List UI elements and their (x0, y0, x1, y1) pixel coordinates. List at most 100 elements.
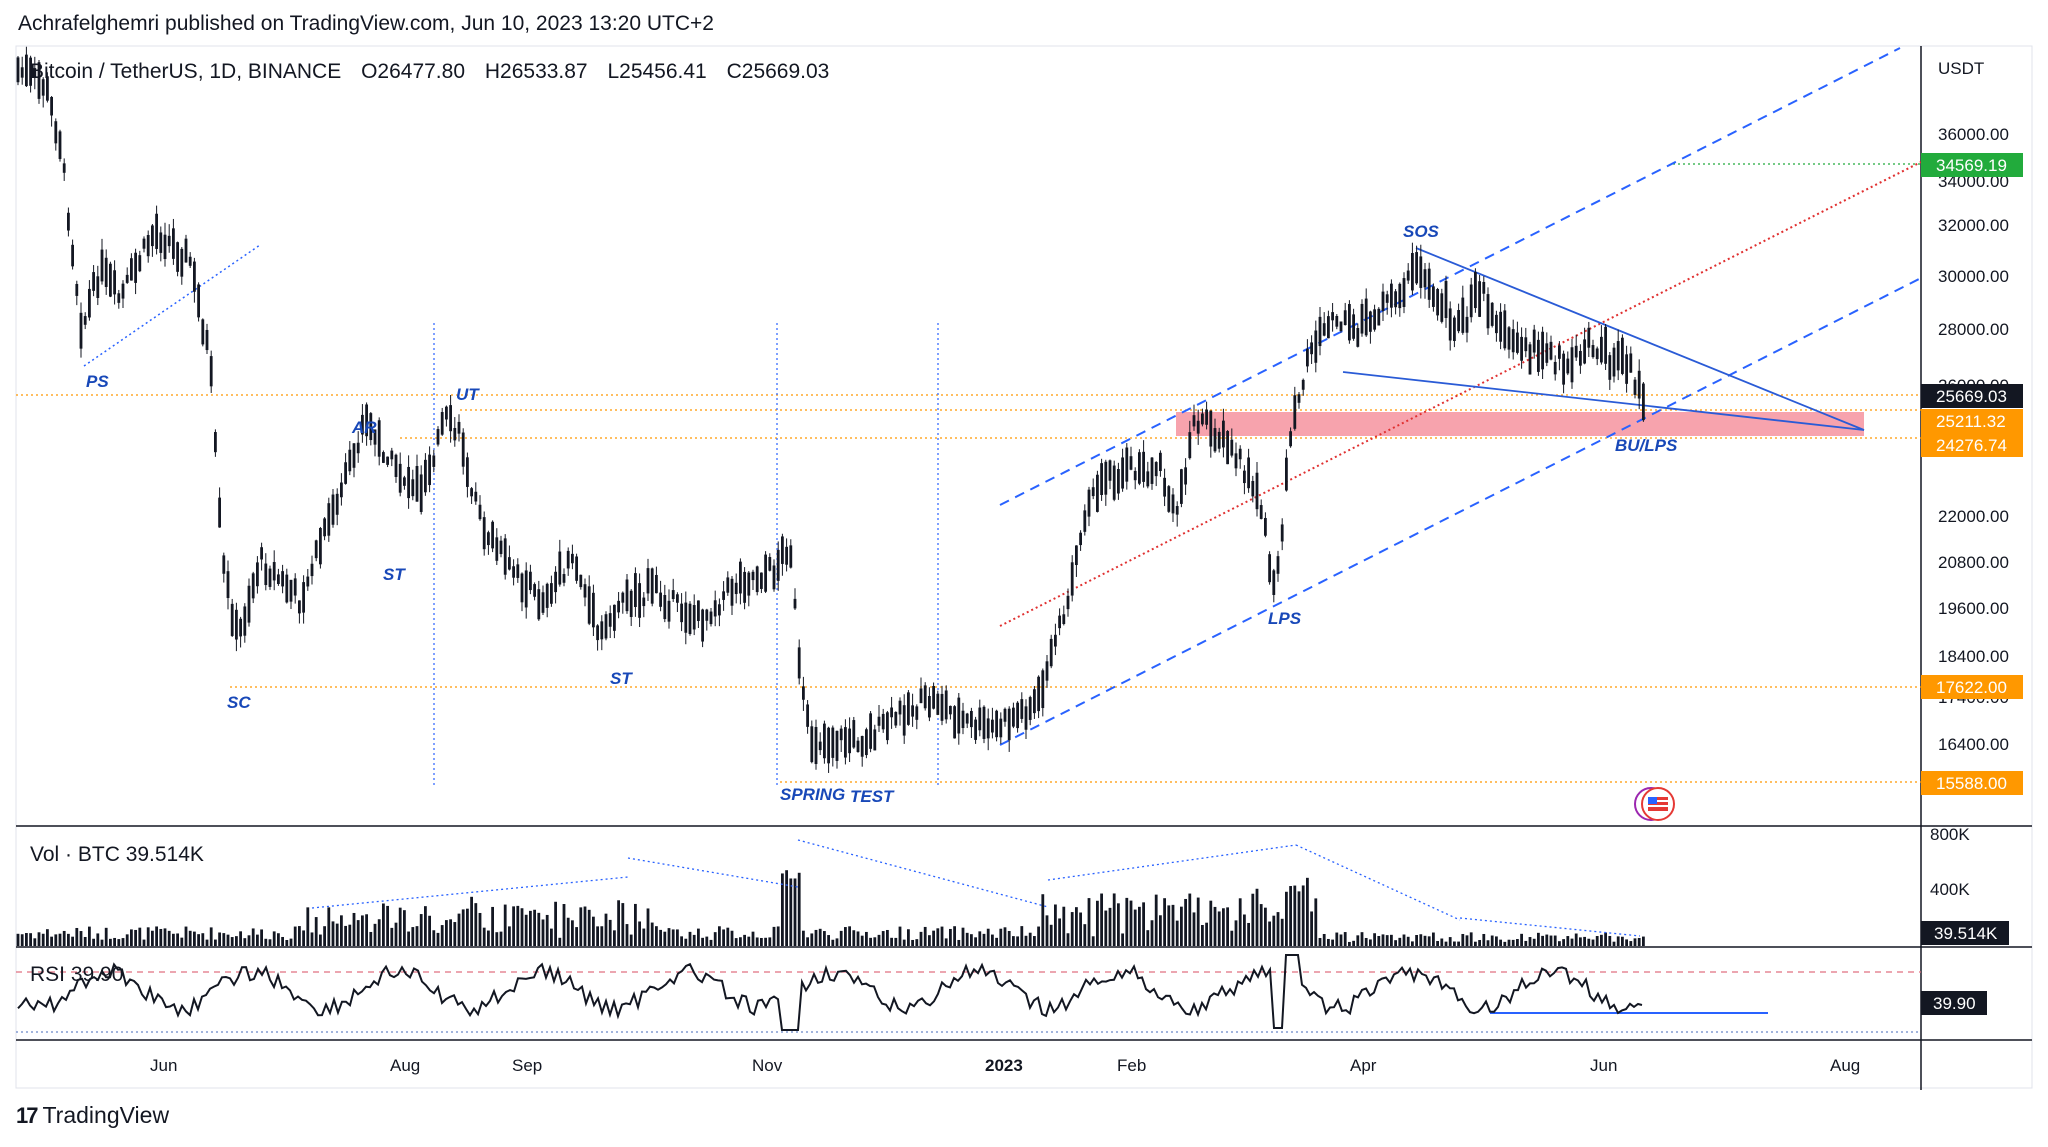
symbol-name[interactable]: Bitcoin / TetherUS, 1D, BINANCE (30, 60, 342, 83)
candle-body (608, 613, 612, 627)
candle-body (1453, 317, 1456, 341)
candle-body (503, 538, 507, 575)
candle-body (1331, 312, 1334, 321)
candle-body (67, 212, 70, 231)
candle-body (281, 571, 284, 587)
candle-body (676, 594, 679, 603)
label-test: TEST (850, 787, 895, 806)
price-axis-unit: USDT (1938, 59, 1984, 78)
candle-body (415, 465, 419, 502)
candle-body (289, 579, 293, 602)
volume-bar (970, 934, 973, 946)
candle-body (436, 429, 440, 445)
candle-body (327, 503, 331, 536)
volume-bar (1100, 893, 1103, 946)
volume-bar (957, 939, 961, 946)
price-tick: 18400.00 (1938, 647, 2009, 666)
volume-bar (285, 939, 289, 946)
volume-bar (1385, 935, 1389, 946)
candle-body (239, 618, 242, 637)
candle-body (125, 274, 129, 283)
candle-body (1478, 281, 1481, 317)
candle-body (121, 283, 125, 299)
candle-body (348, 449, 352, 472)
candle-body (974, 719, 977, 740)
candle-body (1020, 699, 1024, 719)
us-flag-icon[interactable] (1634, 787, 1675, 821)
candle-body (1595, 348, 1599, 360)
volume-bar (1583, 936, 1586, 946)
candle-body (713, 600, 717, 617)
rsi-legend[interactable]: RSI 39.90 (30, 963, 124, 986)
time-tick: Jun (1590, 1056, 1617, 1075)
volume-bar (1432, 932, 1435, 946)
price-tick: 19600.00 (1938, 599, 2009, 618)
volume-bar (730, 930, 734, 946)
candle-body (142, 238, 146, 249)
volume-bar (151, 930, 154, 946)
volume-bar (991, 934, 994, 946)
candle-body (424, 459, 427, 493)
volume-bar (495, 932, 499, 946)
volume-bar (718, 926, 721, 946)
candle-body (688, 603, 692, 634)
candle-body (390, 450, 394, 460)
volume-bar (932, 930, 935, 946)
candle-body (1495, 314, 1498, 334)
volume-bar (1012, 936, 1015, 946)
volume-bar (176, 933, 179, 946)
volume-bar (1457, 941, 1460, 946)
volume-bar (600, 926, 604, 946)
volume-bar (886, 929, 889, 946)
volume-bar (415, 926, 419, 946)
volume-bar (713, 932, 717, 946)
volume-bar (163, 928, 167, 946)
candle-body (449, 405, 452, 432)
volume-bar (1062, 906, 1066, 946)
volume-bar (117, 939, 121, 946)
time-axis[interactable]: Jun Aug Sep Nov 2023 Feb Apr Jun Aug (150, 1056, 1860, 1075)
volume-bar (877, 934, 881, 946)
volume-bar (239, 931, 242, 946)
candle-body (1062, 614, 1066, 624)
candle-body (697, 600, 700, 622)
candle-body (1511, 329, 1515, 353)
volume-axis: 800K 400K 39.514K (1921, 825, 2009, 945)
volume-bar (58, 933, 62, 946)
volume-bar (1201, 924, 1204, 946)
candle-body (659, 592, 662, 607)
volume-bar (1541, 935, 1544, 946)
candle-body (944, 690, 948, 720)
volume-bar (650, 922, 654, 946)
candle-body (167, 235, 171, 247)
candle-body (726, 577, 730, 593)
price-axis[interactable]: USDT 36000.00 34000.00 32000.00 30000.00… (1921, 59, 2023, 795)
volume-bar (1297, 891, 1301, 946)
candle-body (1322, 323, 1326, 336)
volume-bar (1150, 920, 1154, 946)
volume-bar (67, 933, 70, 946)
tradingview-brand[interactable]: 17 TradingView (16, 1102, 169, 1129)
volume-bar (789, 878, 793, 946)
volume-bar (125, 934, 129, 946)
candle-body (62, 163, 66, 173)
symbol-legend[interactable]: Bitcoin / TetherUS, 1D, BINANCE O26477.8… (30, 60, 843, 84)
volume-bar (209, 927, 213, 946)
volume-bar (705, 936, 709, 946)
candle-body (739, 561, 742, 594)
candle-body (575, 556, 578, 581)
volume-bar (1268, 921, 1271, 946)
volume-bar (424, 906, 427, 946)
volume-bar (760, 937, 763, 946)
volume-bar (104, 927, 108, 946)
volume-bar (1255, 888, 1259, 946)
candle-body (663, 594, 667, 620)
volume-bar (1335, 932, 1339, 946)
candle-body (1587, 327, 1591, 348)
candle-body (1163, 477, 1166, 497)
volume-legend[interactable]: Vol · BTC 39.514K (30, 843, 204, 866)
candle-body (1356, 328, 1360, 347)
volume-bar (1213, 906, 1217, 946)
candle-body (814, 726, 818, 765)
